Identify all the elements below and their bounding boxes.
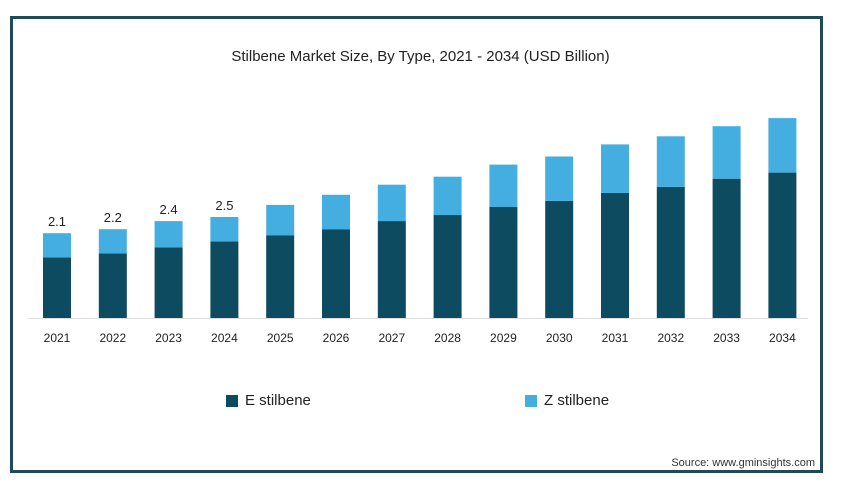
x-tick-label-2021: 2021 (44, 331, 71, 345)
x-tick-label-2026: 2026 (323, 331, 350, 345)
data-label-2021: 2.1 (48, 214, 66, 229)
x-tick-label-2029: 2029 (490, 331, 517, 345)
bar-e-stilbene-2028 (433, 215, 462, 318)
legend-item-z-stilbene: Z stilbene (525, 392, 609, 409)
bar-z-stilbene-2026 (322, 194, 350, 230)
data-label-2022: 2.2 (104, 210, 122, 225)
bar-e-stilbene-2031 (601, 192, 629, 318)
x-tick-label-2033: 2033 (713, 331, 740, 345)
bar-e-stilbene-2024 (210, 241, 239, 318)
bar-z-stilbene-2028 (433, 176, 462, 216)
source-note: Source: www.gminsights.com (671, 457, 815, 469)
bar-e-stilbene-2033 (712, 178, 741, 318)
bar-e-stilbene-2023 (154, 247, 183, 318)
bar-e-stilbene-2027 (377, 221, 406, 318)
bar-z-stilbene-2031 (601, 144, 629, 193)
x-tick-label-2027: 2027 (378, 331, 405, 345)
bar-z-stilbene-2023 (154, 221, 183, 248)
chart-title: Stilbene Market Size, By Type, 2021 - 20… (231, 48, 610, 65)
data-label-2023: 2.4 (160, 202, 178, 217)
bar-z-stilbene-2034 (768, 118, 797, 173)
x-tick-label-2034: 2034 (769, 331, 796, 345)
legend-label-e-stilbene: E stilbene (245, 392, 311, 409)
bar-z-stilbene-2021 (43, 233, 71, 258)
x-tick-label-2022: 2022 (99, 331, 126, 345)
bar-e-stilbene-2025 (266, 235, 295, 318)
chart-frame (10, 16, 823, 473)
x-tick-label-2023: 2023 (155, 331, 182, 345)
x-tick-label-2025: 2025 (267, 331, 294, 345)
legend-swatch-e-stilbene (226, 394, 238, 407)
bar-z-stilbene-2030 (545, 156, 574, 201)
legend-item-e-stilbene: E stilbene (226, 392, 311, 409)
x-tick-label-2028: 2028 (434, 331, 461, 345)
data-label-2024: 2.5 (215, 198, 233, 213)
bar-z-stilbene-2022 (98, 229, 127, 254)
x-tick-label-2032: 2032 (657, 331, 684, 345)
bar-z-stilbene-2027 (377, 184, 406, 221)
bar-z-stilbene-2032 (656, 136, 685, 187)
bar-e-stilbene-2022 (98, 253, 127, 318)
x-tick-label-2024: 2024 (211, 331, 238, 345)
bar-z-stilbene-2033 (712, 126, 741, 179)
x-tick-label-2030: 2030 (546, 331, 573, 345)
bar-z-stilbene-2029 (489, 164, 518, 207)
bar-z-stilbene-2025 (266, 204, 295, 236)
bar-e-stilbene-2026 (322, 229, 350, 318)
bar-e-stilbene-2032 (656, 186, 685, 318)
bar-e-stilbene-2029 (489, 207, 518, 318)
bar-z-stilbene-2024 (210, 217, 239, 242)
bar-e-stilbene-2034 (768, 172, 797, 318)
bar-e-stilbene-2030 (545, 200, 574, 318)
legend-label-z-stilbene: Z stilbene (544, 392, 610, 409)
x-tick-label-2031: 2031 (602, 331, 629, 345)
legend-swatch-z-stilbene (525, 394, 537, 407)
bar-e-stilbene-2021 (43, 257, 71, 318)
